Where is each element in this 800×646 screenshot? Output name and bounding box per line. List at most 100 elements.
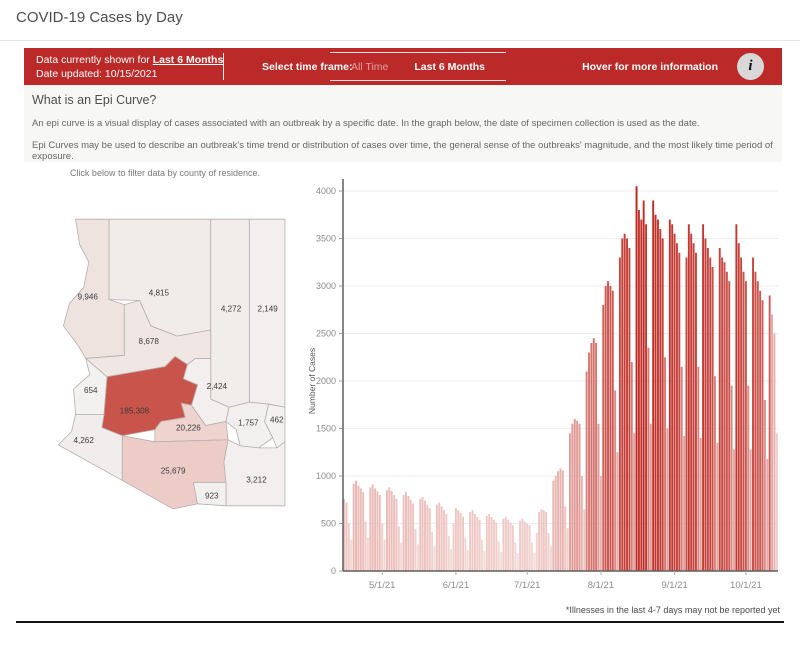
case-bar[interactable]: [435, 504, 438, 572]
case-bar[interactable]: [714, 376, 716, 571]
case-bar[interactable]: [402, 495, 405, 571]
case-bar[interactable]: [535, 533, 538, 571]
case-bar[interactable]: [395, 498, 398, 571]
case-bar[interactable]: [685, 257, 688, 572]
case-bar[interactable]: [355, 480, 358, 571]
case-bar[interactable]: [628, 248, 631, 571]
case-bar[interactable]: [528, 525, 531, 571]
case-bar[interactable]: [381, 523, 384, 572]
case-bar[interactable]: [462, 516, 464, 571]
case-bar[interactable]: [766, 458, 769, 571]
case-bar[interactable]: [749, 449, 752, 571]
case-bar[interactable]: [561, 470, 564, 571]
case-bar[interactable]: [347, 523, 350, 572]
case-bar[interactable]: [609, 286, 612, 571]
toggle-all-time[interactable]: All Time: [351, 60, 389, 73]
case-bar[interactable]: [521, 518, 524, 571]
case-bar[interactable]: [497, 541, 500, 571]
case-bar[interactable]: [697, 366, 700, 571]
case-bar[interactable]: [485, 515, 488, 571]
case-bar[interactable]: [481, 539, 483, 571]
case-bar[interactable]: [362, 492, 365, 571]
case-bar[interactable]: [359, 488, 362, 571]
case-bar[interactable]: [695, 252, 697, 571]
case-bar[interactable]: [590, 343, 593, 571]
case-bar[interactable]: [530, 542, 533, 572]
case-bar[interactable]: [504, 516, 507, 571]
case-bar[interactable]: [526, 523, 529, 572]
case-bar[interactable]: [699, 438, 702, 571]
case-bar[interactable]: [457, 510, 460, 571]
case-bar[interactable]: [407, 495, 410, 571]
case-bar[interactable]: [473, 514, 476, 571]
case-bar[interactable]: [488, 514, 491, 571]
case-bar[interactable]: [716, 442, 719, 571]
case-bar[interactable]: [542, 510, 545, 571]
case-bar[interactable]: [756, 281, 759, 571]
case-bar[interactable]: [464, 537, 467, 571]
case-bar[interactable]: [664, 357, 667, 571]
case-bar[interactable]: [507, 519, 510, 571]
case-bar[interactable]: [573, 419, 576, 571]
case-bar[interactable]: [554, 476, 557, 571]
case-bar[interactable]: [569, 433, 571, 571]
case-bar[interactable]: [737, 243, 740, 571]
case-bar[interactable]: [675, 243, 678, 571]
case-bar[interactable]: [626, 238, 628, 572]
case-bar[interactable]: [557, 471, 560, 571]
case-bar[interactable]: [523, 521, 526, 571]
case-bar[interactable]: [383, 539, 386, 571]
case-bar[interactable]: [640, 219, 643, 572]
case-bar[interactable]: [647, 347, 650, 571]
case-bar[interactable]: [426, 504, 429, 572]
case-bar[interactable]: [709, 257, 712, 572]
case-bar[interactable]: [595, 343, 598, 571]
case-bar[interactable]: [616, 452, 619, 571]
case-bar[interactable]: [721, 257, 724, 572]
case-bar[interactable]: [690, 233, 693, 571]
case-bar[interactable]: [366, 537, 369, 571]
case-bar[interactable]: [490, 516, 493, 571]
case-bar[interactable]: [571, 423, 574, 571]
case-bar[interactable]: [656, 219, 659, 572]
case-bar[interactable]: [431, 532, 434, 571]
case-bar[interactable]: [388, 487, 391, 571]
case-bar[interactable]: [740, 257, 743, 572]
case-bar[interactable]: [597, 423, 600, 571]
case-bar[interactable]: [576, 420, 579, 571]
case-bar[interactable]: [352, 483, 355, 571]
case-bar[interactable]: [397, 526, 400, 571]
case-bar[interactable]: [378, 495, 381, 571]
case-bar[interactable]: [711, 267, 714, 571]
case-bar[interactable]: [735, 224, 738, 571]
case-bar[interactable]: [502, 518, 505, 571]
case-bar[interactable]: [754, 271, 757, 571]
case-bar[interactable]: [614, 390, 617, 572]
county-graham[interactable]: [225, 401, 274, 449]
case-bar[interactable]: [654, 214, 657, 571]
county-santa-cruz[interactable]: [193, 482, 227, 507]
case-bar[interactable]: [419, 498, 422, 571]
case-bar[interactable]: [345, 502, 348, 571]
case-bar[interactable]: [588, 352, 590, 572]
case-bar[interactable]: [564, 506, 567, 571]
case-bar[interactable]: [495, 522, 498, 571]
case-bar[interactable]: [659, 229, 662, 571]
case-bar[interactable]: [452, 523, 455, 572]
case-bar[interactable]: [500, 552, 503, 571]
case-bar[interactable]: [680, 366, 683, 571]
case-bar[interactable]: [725, 271, 728, 571]
case-bar[interactable]: [433, 546, 436, 571]
case-bar[interactable]: [409, 499, 412, 571]
case-bar[interactable]: [768, 295, 771, 572]
case-bar[interactable]: [438, 502, 441, 571]
case-bar[interactable]: [637, 210, 640, 571]
case-bar[interactable]: [730, 385, 733, 571]
case-bar[interactable]: [578, 423, 581, 571]
case-bar[interactable]: [618, 257, 621, 572]
case-bar[interactable]: [604, 286, 607, 571]
case-bar[interactable]: [702, 224, 705, 571]
case-bar[interactable]: [611, 290, 614, 571]
case-bar[interactable]: [519, 520, 522, 571]
case-bar[interactable]: [405, 492, 407, 571]
